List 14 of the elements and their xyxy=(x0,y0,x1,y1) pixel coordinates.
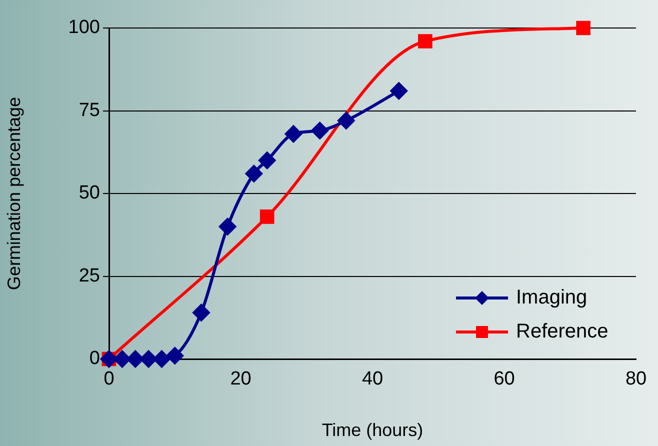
y-tick-label: 75 xyxy=(78,100,100,121)
y-tick-label: 25 xyxy=(78,265,100,286)
x-tick-label: 0 xyxy=(104,368,114,390)
y-axis-title: Germination percentage xyxy=(4,96,24,290)
x-tick-label: 20 xyxy=(230,368,252,390)
x-tick-label: 80 xyxy=(625,368,647,390)
y-tick-label: 0 xyxy=(89,348,100,370)
x-tick-label: 60 xyxy=(494,368,515,390)
legend-label: Reference xyxy=(516,320,608,343)
legend-label: Imaging xyxy=(516,286,588,309)
x-tick-label: 40 xyxy=(362,368,384,390)
y-tick-label: 50 xyxy=(78,182,100,204)
x-axis-title: Time (hours) xyxy=(322,420,424,440)
y-tick-label: 100 xyxy=(68,17,100,38)
